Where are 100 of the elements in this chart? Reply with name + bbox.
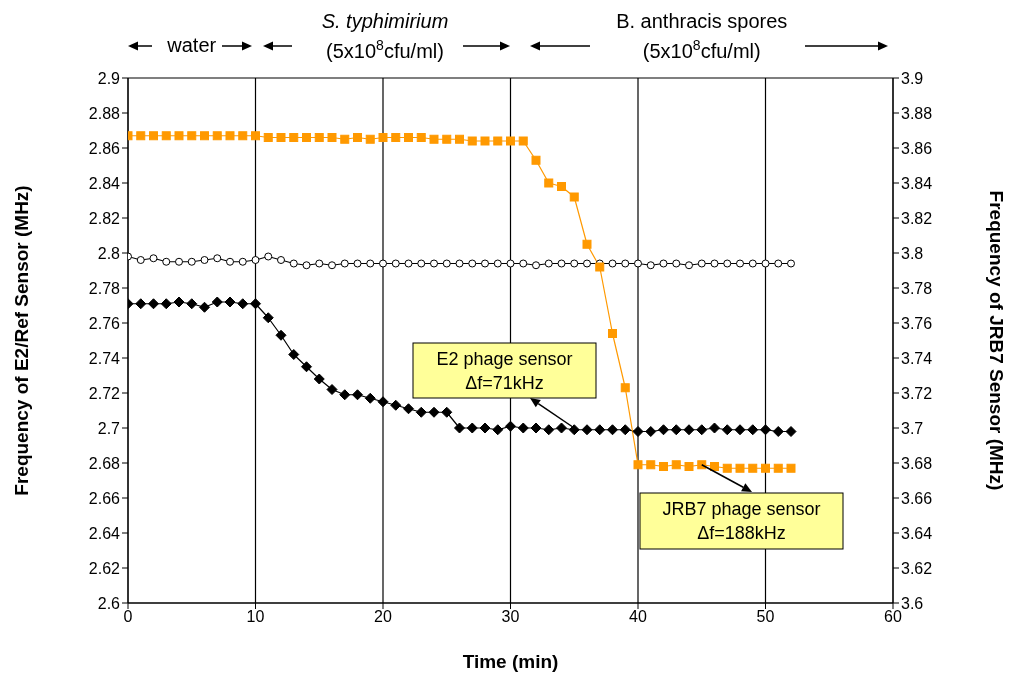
text: water — [166, 34, 217, 56]
point — [226, 257, 234, 266]
point — [517, 422, 529, 434]
y-tick-label: 2.7 — [97, 419, 121, 437]
point — [506, 136, 515, 146]
annotation: JRB7 phage sensor Δf=188kHz — [662, 499, 821, 543]
y2-tick-label: 3.78 — [901, 279, 933, 297]
point — [313, 373, 325, 385]
point — [721, 424, 733, 436]
point — [671, 460, 681, 470]
point — [658, 424, 669, 436]
point — [582, 239, 592, 249]
point — [748, 463, 758, 473]
point — [480, 136, 490, 146]
point — [288, 349, 300, 360]
point — [556, 422, 567, 434]
point — [428, 406, 440, 418]
point — [187, 131, 197, 141]
point — [619, 424, 631, 436]
point — [785, 426, 797, 437]
text: S. typhimirium — [321, 10, 449, 32]
point — [429, 134, 439, 144]
point — [211, 296, 223, 308]
point — [315, 259, 324, 268]
point — [581, 424, 593, 436]
y-axis-title: Frequency of E2/Ref Sensor (MHz) — [11, 185, 32, 496]
point — [786, 463, 796, 473]
text: (5x10$^{8}$cfu/ml) — [326, 37, 444, 62]
point — [340, 259, 349, 268]
point — [417, 259, 426, 268]
y2-tick-label: 3.64 — [901, 524, 933, 542]
point — [302, 261, 311, 270]
y2-tick-label: 3.72 — [901, 384, 933, 402]
point — [633, 460, 643, 470]
y-tick-label: 2.74 — [88, 349, 121, 367]
point — [430, 259, 438, 268]
point — [264, 252, 273, 261]
point — [568, 424, 580, 436]
x-axis-title: Time (min) — [462, 651, 559, 672]
point — [697, 259, 706, 268]
x-tick-label: 10 — [246, 608, 265, 626]
point — [366, 259, 375, 268]
point — [748, 259, 757, 268]
x-tick-label: 30 — [501, 608, 520, 626]
point — [454, 422, 465, 434]
point — [543, 424, 555, 436]
y2-tick-label: 3.9 — [901, 69, 924, 87]
point — [467, 136, 477, 146]
point — [493, 259, 502, 268]
point — [262, 312, 274, 324]
point — [493, 136, 503, 146]
point — [160, 298, 172, 310]
point — [353, 133, 362, 142]
point — [251, 256, 260, 264]
point — [684, 462, 694, 471]
point — [175, 257, 183, 266]
point — [773, 463, 783, 473]
y2-tick-label: 3.86 — [901, 139, 933, 157]
point — [519, 259, 528, 268]
y2-tick-label: 3.74 — [901, 349, 933, 367]
point — [314, 133, 324, 142]
point — [200, 131, 209, 141]
point — [136, 256, 145, 264]
point — [289, 133, 299, 142]
y-tick-label: 2.82 — [88, 209, 121, 227]
point — [646, 460, 656, 470]
y-tick-label: 2.68 — [88, 454, 121, 472]
point — [761, 259, 770, 268]
point — [683, 424, 695, 436]
point — [645, 426, 657, 437]
point — [518, 136, 528, 146]
point — [620, 383, 630, 393]
point — [186, 298, 198, 310]
point — [455, 134, 464, 144]
y2-tick-label: 3.84 — [901, 174, 933, 192]
point — [441, 406, 453, 418]
point — [646, 261, 655, 270]
point — [659, 259, 668, 268]
point — [466, 422, 478, 434]
point — [377, 396, 389, 408]
point — [404, 133, 413, 142]
point — [736, 259, 744, 268]
point — [774, 259, 783, 268]
point — [710, 462, 719, 471]
point — [735, 463, 745, 473]
point — [659, 462, 668, 471]
y2-tick-label: 3.82 — [901, 209, 933, 227]
y-tick-label: 2.64 — [88, 524, 121, 542]
point — [761, 463, 770, 473]
y-tick-label: 2.6 — [97, 594, 121, 612]
y2-axis-title: Frequency of JRB7 Sensor (MHz) — [986, 190, 1007, 491]
point — [200, 256, 209, 264]
point — [276, 133, 286, 142]
y-tick-label: 2.62 — [88, 559, 121, 577]
point — [696, 424, 708, 436]
y-tick-label: 2.88 — [88, 104, 121, 122]
point — [326, 384, 338, 395]
point — [569, 192, 579, 202]
y2-tick-label: 3.88 — [901, 104, 933, 122]
point — [340, 134, 350, 144]
